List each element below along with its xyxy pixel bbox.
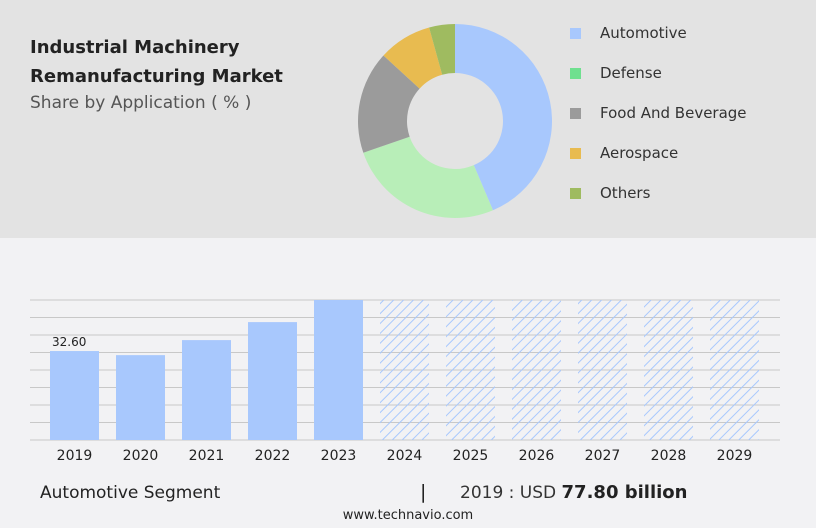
x-tick-label: 2025 <box>453 448 489 464</box>
bar-2022 <box>248 322 297 440</box>
legend-label: Food And Beverage <box>600 104 747 122</box>
donut-slice-automotive <box>455 24 552 211</box>
legend-label: Others <box>600 184 651 202</box>
x-tick-label: 2026 <box>519 448 555 464</box>
legend-swatch <box>570 147 581 159</box>
value-amount: 77.80 billion <box>561 482 688 503</box>
legend-swatch <box>570 187 581 199</box>
year-label: 2019 : USD <box>460 483 557 503</box>
legend-swatch <box>570 67 581 79</box>
separator: | <box>420 481 427 503</box>
donut-slice-others <box>429 24 455 75</box>
legend-item: Others <box>570 173 747 213</box>
legend: Automotive Defense Food And Beverage Aerosp… <box>570 13 747 213</box>
x-tick-label: 2021 <box>189 448 225 464</box>
legend-swatch <box>570 27 581 39</box>
segment-value: 2019 : USD 77.80 billion <box>460 482 687 503</box>
x-tick-label: 2019 <box>57 448 93 464</box>
segment-label: Automotive Segment <box>40 483 221 503</box>
site-url[interactable]: www.technavio.com <box>342 508 474 523</box>
x-tick-label: 2024 <box>387 448 423 464</box>
x-tick-label: 2028 <box>651 448 687 464</box>
legend-label: Automotive <box>600 24 687 42</box>
forecast-bar-2028 <box>644 300 693 440</box>
x-tick-label: 2027 <box>585 448 621 464</box>
legend-item: Defense <box>570 53 747 93</box>
x-tick-label: 2029 <box>717 448 753 464</box>
donut-slice-food-and-beverage <box>358 55 420 153</box>
chart-title: Industrial Machinery Remanufacturing Mar… <box>30 37 283 87</box>
bar-2019 <box>50 351 99 440</box>
legend-label: Aerospace <box>600 144 679 162</box>
bar-2023 <box>314 300 363 440</box>
legend-label: Defense <box>600 64 662 82</box>
forecast-bar-2027 <box>578 300 627 440</box>
legend-swatch <box>570 107 581 119</box>
chart-subtitle: Share by Application ( % ) <box>30 93 252 113</box>
bar-2020 <box>116 355 165 440</box>
x-tick-label: 2022 <box>255 448 291 464</box>
forecast-bar-2029 <box>710 300 759 440</box>
forecast-bar-2024 <box>380 300 429 440</box>
donut-slice-defense <box>363 136 493 218</box>
x-tick-label: 2020 <box>123 448 159 464</box>
legend-item: Automotive <box>570 13 747 53</box>
legend-item: Food And Beverage <box>570 93 747 133</box>
data-label: 32.60 <box>52 335 86 349</box>
donut-slice-aerospace <box>383 27 443 89</box>
bar-chart: 2019 32.60 2020 2021 2022 2023 2024 2025 2026 202… <box>30 299 780 464</box>
donut-chart <box>358 24 552 218</box>
forecast-bar-2026 <box>512 300 561 440</box>
forecast-bar-2025 <box>446 300 495 440</box>
legend-item: Aerospace <box>570 133 747 173</box>
bar-2021 <box>182 340 231 440</box>
x-tick-label: 2023 <box>321 448 357 464</box>
